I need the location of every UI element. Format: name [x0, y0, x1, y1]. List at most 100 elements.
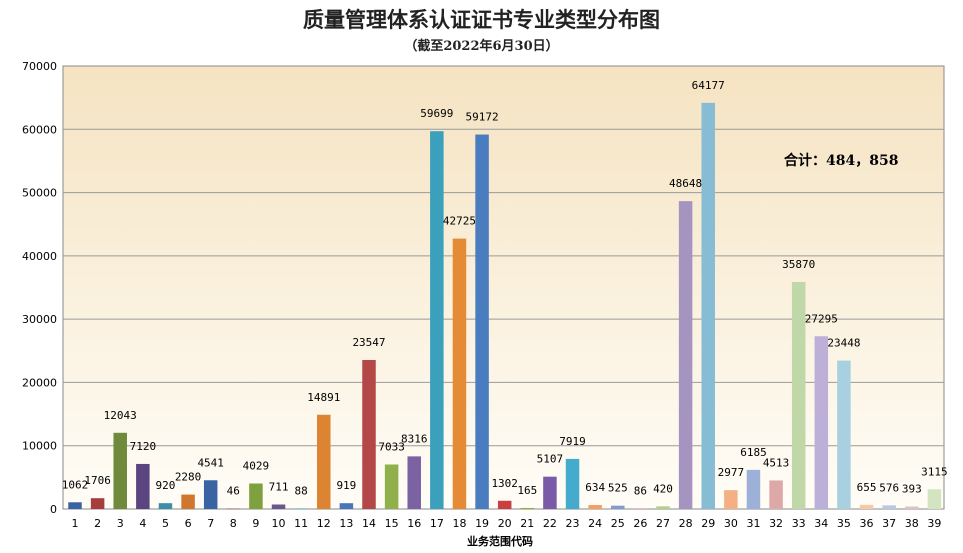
x-tick-label: 22 — [543, 517, 557, 530]
data-label: 576 — [879, 481, 899, 494]
data-label: 420 — [653, 482, 673, 495]
bar — [769, 480, 783, 509]
data-label: 8316 — [401, 432, 428, 445]
x-tick-label: 3 — [117, 517, 124, 530]
x-tick-label: 13 — [339, 517, 353, 530]
x-tick-label: 24 — [588, 517, 602, 530]
bar — [746, 469, 761, 509]
chart-subtitle: （截至2022年6月30日） — [404, 39, 559, 54]
data-label: 1302 — [491, 477, 518, 490]
bar — [294, 508, 308, 509]
x-tick-label: 21 — [520, 517, 534, 530]
x-axis-ticks: 1 2 3 4 5 6 7 8 9 10 11 12 13 14 15 16 17 18 19 20 21 22 23 24 2… — [72, 517, 942, 530]
x-tick-label: 29 — [701, 517, 715, 530]
data-label: 46 — [227, 485, 240, 498]
data-label: 393 — [902, 483, 922, 496]
bar — [113, 432, 127, 509]
x-tick-label: 38 — [905, 517, 919, 530]
x-tick-label: 7 — [207, 517, 214, 530]
x-axis-label: 业务范围代码 — [467, 534, 533, 548]
x-tick-label: 39 — [927, 517, 941, 530]
x-tick-label: 19 — [475, 517, 489, 530]
bar — [882, 505, 896, 509]
data-label: 634 — [585, 481, 605, 494]
data-label: 2977 — [718, 466, 745, 479]
x-tick-label: 12 — [317, 517, 331, 530]
y-tick-label: 50000 — [22, 187, 57, 200]
bar — [90, 498, 105, 509]
data-label: 12043 — [104, 409, 137, 422]
y-tick-label: 40000 — [22, 250, 57, 263]
x-tick-label: 30 — [724, 517, 738, 530]
data-label: 4029 — [243, 460, 270, 473]
y-tick-label: 10000 — [22, 440, 57, 453]
data-label: 7120 — [130, 440, 157, 453]
data-label: 655 — [857, 481, 877, 494]
x-tick-label: 26 — [633, 517, 647, 530]
x-tick-label: 36 — [860, 517, 874, 530]
bar — [362, 359, 376, 509]
bar — [407, 456, 421, 509]
bar — [158, 503, 173, 509]
bar — [859, 504, 874, 509]
bar — [520, 507, 535, 509]
x-tick-label: 28 — [679, 517, 693, 530]
bar — [814, 336, 829, 509]
x-tick-label: 10 — [272, 517, 286, 530]
data-label: 23547 — [352, 336, 385, 349]
data-label: 64177 — [692, 79, 725, 92]
x-tick-label: 34 — [814, 517, 828, 530]
data-label: 920 — [156, 479, 176, 492]
data-label: 59699 — [420, 107, 453, 120]
data-label: 165 — [517, 484, 537, 497]
bar — [565, 458, 580, 509]
x-tick-label: 37 — [882, 517, 896, 530]
data-label: 7033 — [378, 440, 405, 453]
data-label: 59172 — [466, 111, 499, 124]
bar — [543, 476, 557, 509]
data-label: 42725 — [443, 215, 476, 228]
bar — [633, 508, 648, 509]
data-label: 27295 — [805, 312, 838, 325]
data-label: 3115 — [921, 465, 948, 478]
x-tick-label: 9 — [252, 517, 259, 530]
bar — [226, 508, 241, 510]
data-label: 88 — [295, 484, 308, 497]
bar — [430, 131, 444, 509]
data-label: 711 — [269, 481, 289, 494]
data-label: 5107 — [537, 453, 564, 466]
y-tick-label: 70000 — [22, 60, 57, 73]
data-label: 48648 — [669, 177, 702, 190]
data-label: 4513 — [763, 456, 790, 469]
x-tick-label: 20 — [498, 517, 512, 530]
chart-title: 质量管理体系认证证书专业类型分布图 — [303, 7, 660, 32]
data-label: 4541 — [197, 456, 224, 469]
y-tick-label: 20000 — [22, 376, 57, 389]
y-tick-label: 30000 — [22, 313, 57, 326]
y-tick-label: 60000 — [22, 123, 57, 136]
x-tick-label: 15 — [385, 517, 399, 530]
bar — [701, 102, 715, 510]
bar — [497, 500, 512, 509]
x-tick-label: 4 — [139, 517, 146, 530]
bar — [203, 480, 218, 509]
bar — [837, 360, 851, 509]
bar — [927, 489, 942, 509]
data-label: 35870 — [782, 258, 815, 271]
data-label: 2280 — [175, 471, 202, 484]
data-label: 6185 — [740, 446, 767, 459]
bar — [678, 201, 693, 509]
x-tick-label: 35 — [837, 517, 851, 530]
bar — [249, 483, 263, 509]
x-tick-label: 2 — [94, 517, 101, 530]
bars — [68, 102, 942, 510]
bar — [452, 238, 467, 509]
data-label: 23448 — [827, 337, 860, 350]
x-tick-label: 11 — [294, 517, 308, 530]
data-label: 1706 — [84, 474, 111, 487]
bar — [588, 504, 602, 509]
bar — [317, 414, 331, 509]
x-tick-label: 14 — [362, 517, 376, 530]
